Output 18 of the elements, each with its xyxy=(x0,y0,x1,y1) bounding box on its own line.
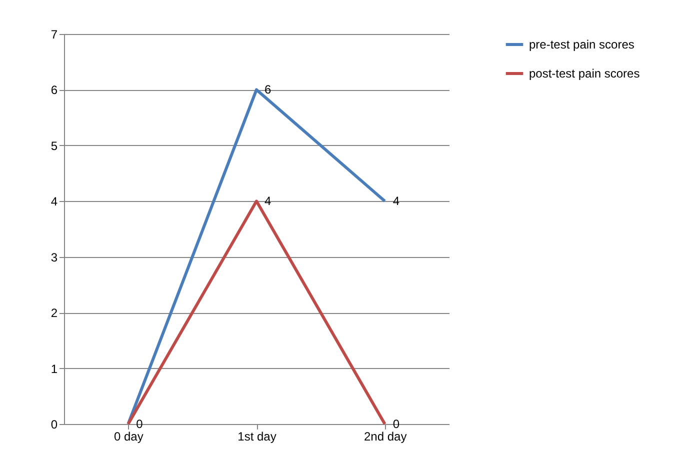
y-tick-label: 0 xyxy=(50,418,58,432)
data-label: 6 xyxy=(264,82,272,97)
data-label: 0 xyxy=(392,417,400,431)
y-tick-label: 3 xyxy=(50,250,58,264)
y-tick-label: 7 xyxy=(50,28,58,42)
y-tick-label: 1 xyxy=(50,362,58,376)
data-label: 4 xyxy=(264,194,272,208)
x-tick-label: 1st day xyxy=(238,430,276,444)
legend-label: pre-test pain scores xyxy=(529,38,634,52)
data-label: 4 xyxy=(392,194,400,208)
x-tick-label: 0 day xyxy=(114,430,144,444)
y-tick-label: 6 xyxy=(50,83,58,98)
x-tick-label: 2nd day xyxy=(364,430,407,444)
legend-label: post-test pain scores xyxy=(529,66,640,80)
y-tick-label: 5 xyxy=(50,138,58,153)
data-label: 0 xyxy=(136,417,144,431)
y-tick-label: 4 xyxy=(50,194,58,209)
y-tick-label: 2 xyxy=(50,306,58,320)
